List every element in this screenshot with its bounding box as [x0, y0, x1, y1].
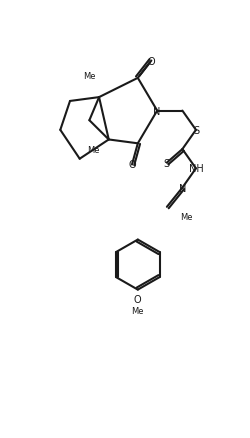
Text: Me: Me — [180, 212, 192, 222]
Text: N: N — [154, 106, 161, 117]
Text: S: S — [164, 158, 170, 168]
Text: Me: Me — [87, 145, 100, 154]
Text: Me: Me — [132, 307, 144, 315]
Text: Me: Me — [83, 72, 96, 81]
Text: O: O — [134, 295, 141, 304]
Text: S: S — [193, 126, 199, 135]
Text: NH: NH — [188, 164, 203, 174]
Text: O: O — [128, 160, 136, 170]
Text: N: N — [179, 183, 186, 193]
Text: O: O — [148, 57, 155, 67]
